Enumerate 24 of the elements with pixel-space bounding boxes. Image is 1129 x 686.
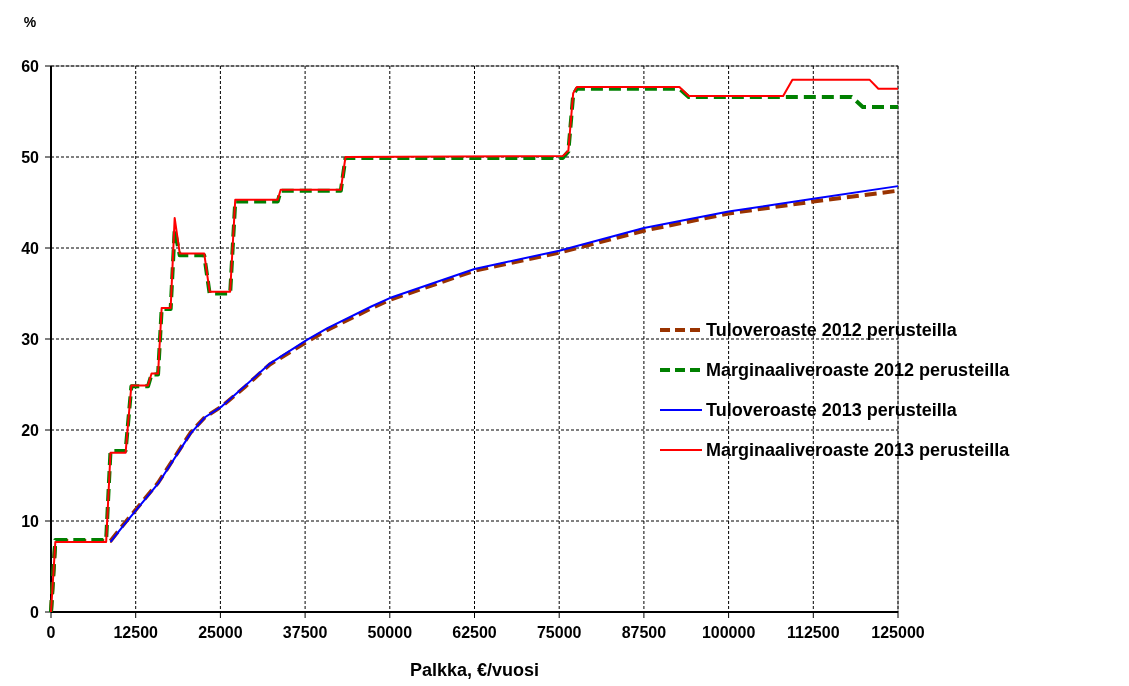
x-tick-label: 125000 bbox=[871, 624, 925, 641]
y-tick-label: 20 bbox=[21, 421, 40, 439]
y-tick-label: 40 bbox=[21, 239, 40, 257]
y-tick-label: 30 bbox=[21, 330, 40, 348]
x-tick-label: 87500 bbox=[621, 624, 667, 641]
x-tick-label: 75000 bbox=[536, 624, 582, 641]
x-tick-label: 25000 bbox=[198, 624, 243, 641]
x-tick-label: 62500 bbox=[452, 624, 497, 641]
x-tick-label: 0 bbox=[46, 624, 56, 641]
x-tick-label: 100000 bbox=[701, 624, 756, 641]
x-axis-title: Palkka, €/vuosi bbox=[409, 660, 540, 680]
y-tick-label: 0 bbox=[30, 603, 40, 621]
legend-label: Marginaaliveroaste 2013 perusteilla bbox=[706, 440, 1011, 461]
x-tick-label: 112500 bbox=[787, 624, 840, 641]
y-axis-title: % bbox=[23, 14, 37, 30]
legend-label: Tuloveroaste 2012 perusteilla bbox=[706, 320, 958, 341]
legend-label: Tuloveroaste 2013 perusteilla bbox=[706, 400, 958, 421]
y-tick-label: 10 bbox=[21, 512, 40, 530]
legend-label: Marginaaliveroaste 2012 perusteilla bbox=[706, 360, 1011, 381]
x-tick-label: 50000 bbox=[367, 624, 413, 641]
y-tick-label: 50 bbox=[21, 148, 40, 166]
x-tick-label: 12500 bbox=[113, 624, 159, 641]
x-tick-label: 37500 bbox=[282, 624, 328, 641]
y-tick-label: 60 bbox=[21, 57, 40, 75]
